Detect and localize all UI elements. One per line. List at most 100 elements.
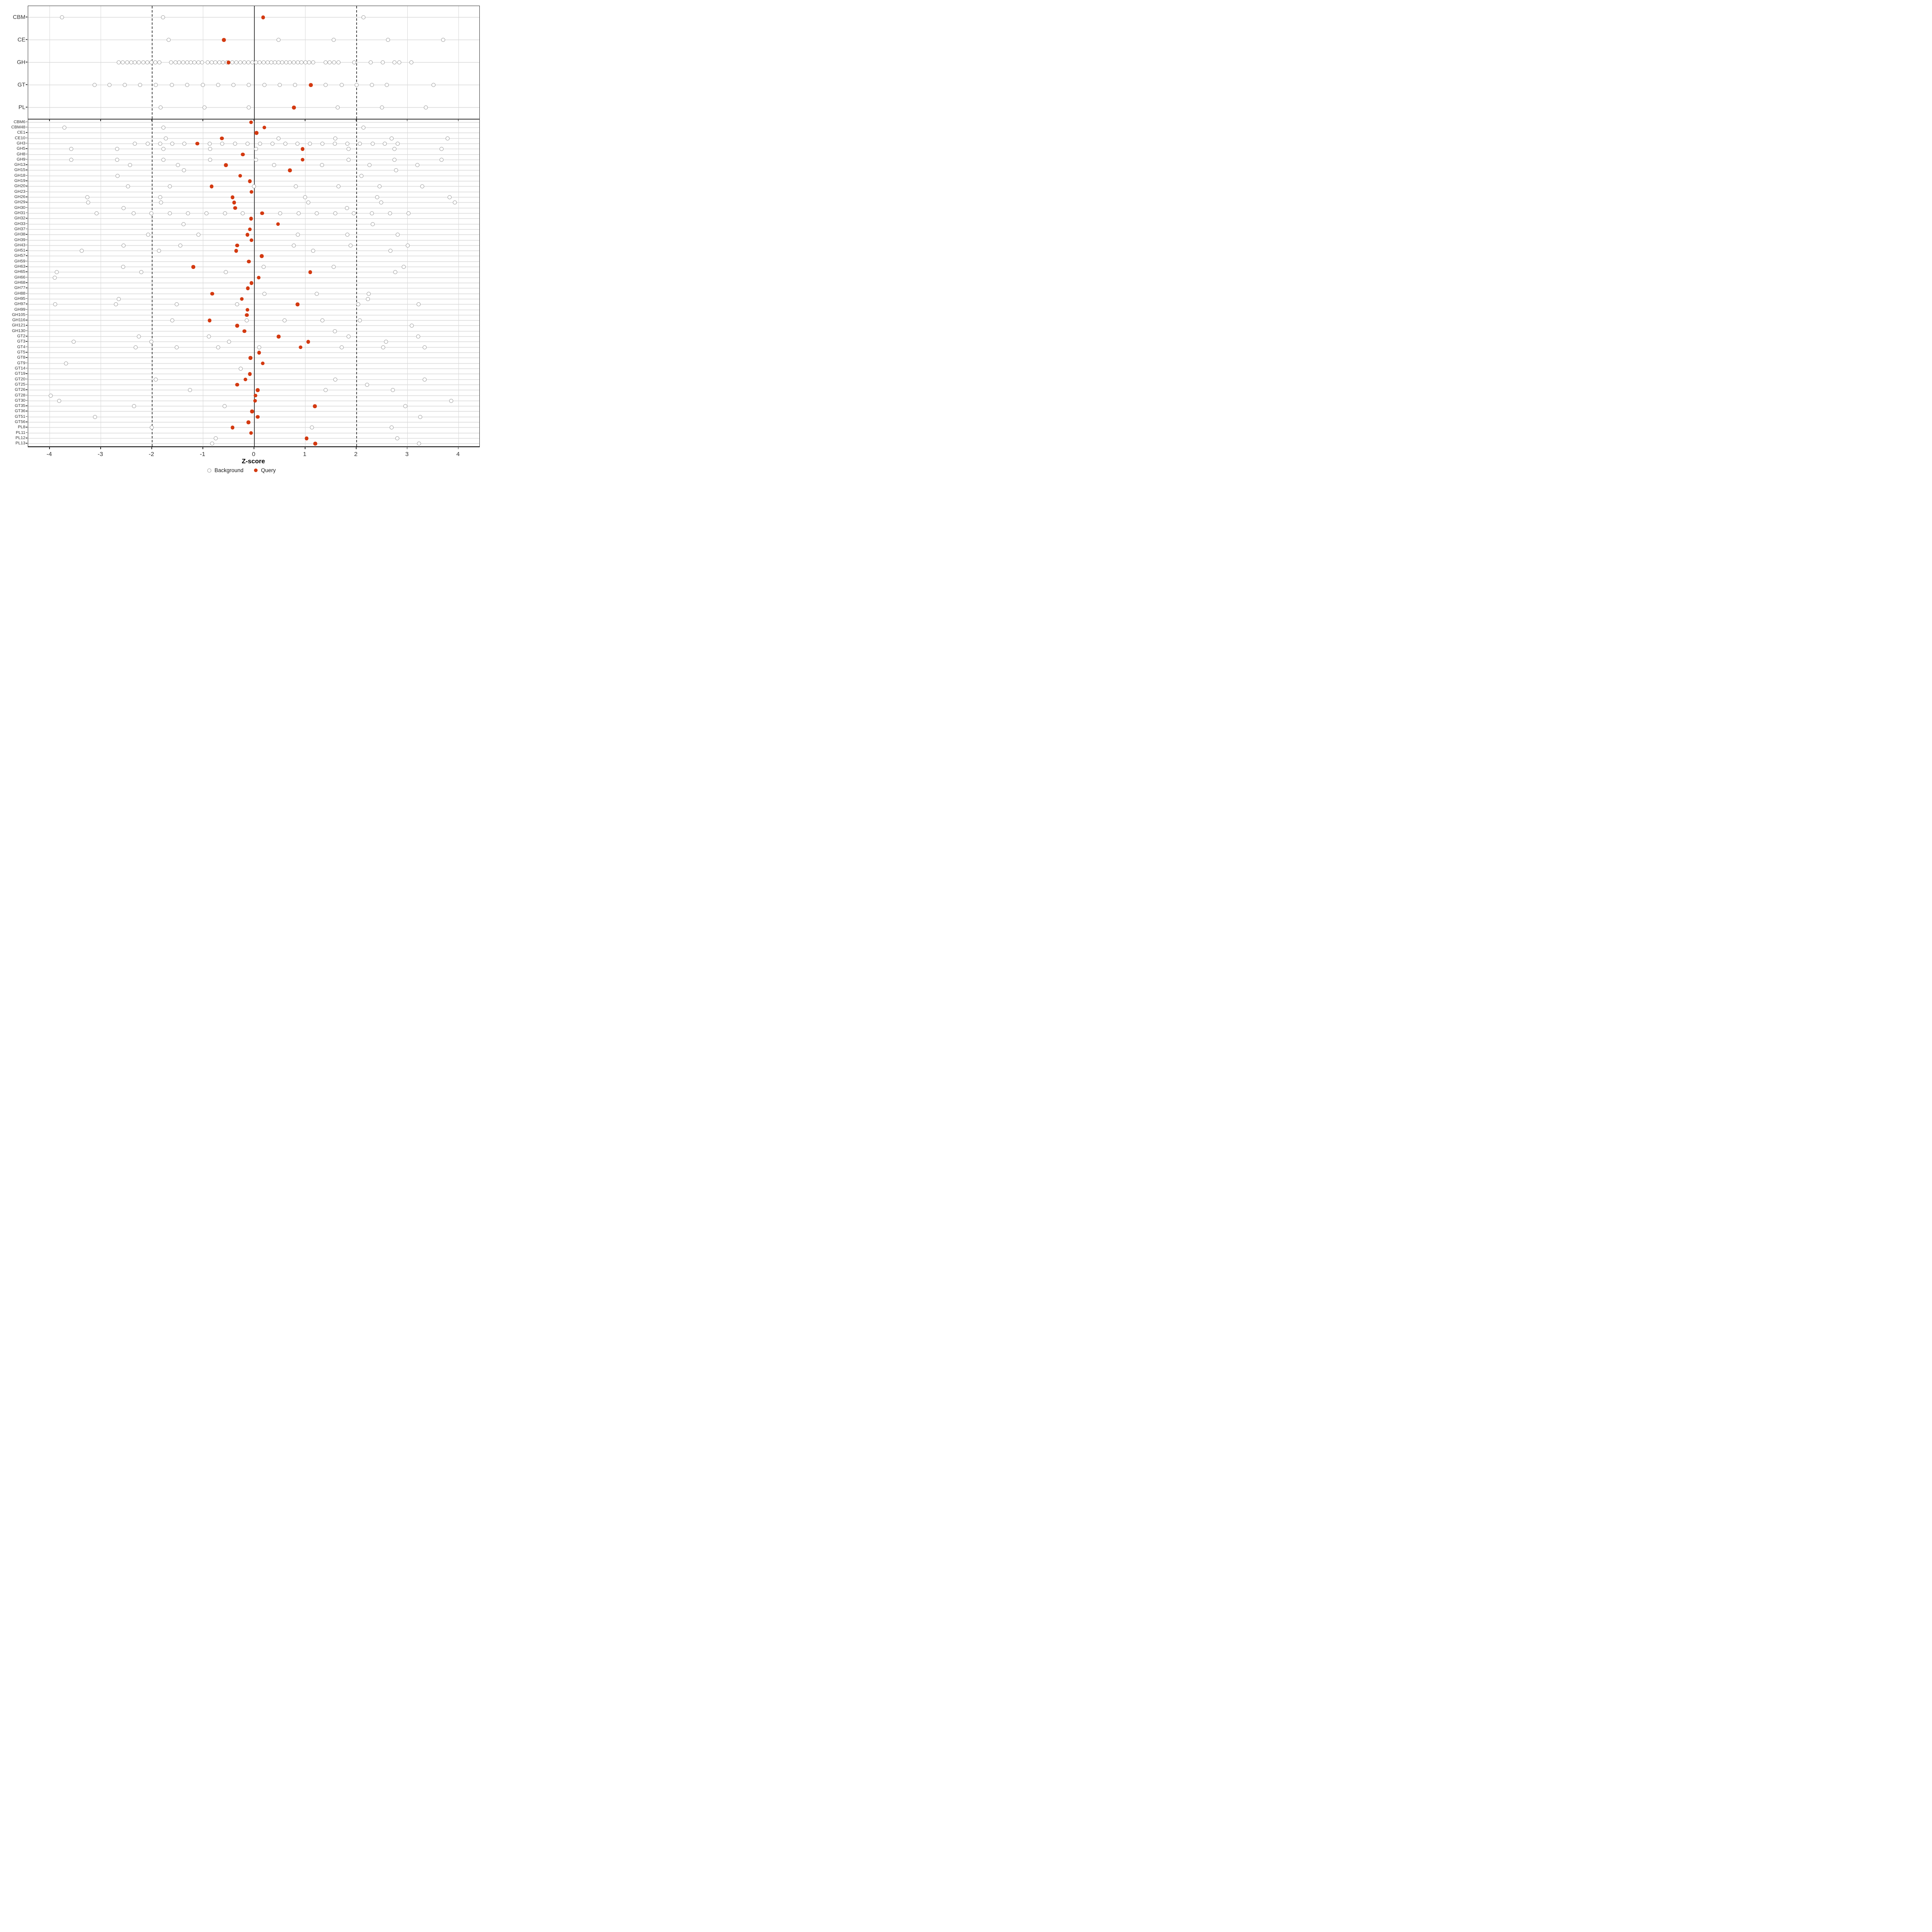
background-dot [388,249,393,253]
query-dot [295,302,299,306]
background-dot [175,163,180,167]
y-tick [26,84,27,85]
background-dot [154,377,158,382]
y-tick [26,39,27,40]
background-dot [245,141,250,146]
background-dot [138,83,142,87]
query-dot [246,286,250,291]
background-dot [288,60,292,64]
row-label: GH31 [14,210,25,215]
background-dot [310,425,314,430]
row-label: GH51 [14,248,25,253]
row-label: GT3 [17,339,25,344]
background-dot [351,211,356,215]
background-dot [346,147,351,151]
row-label: GT51 [14,414,25,419]
background-dot [196,233,200,237]
background-dot [294,184,298,189]
y-tick [26,180,27,181]
query-legend-icon [254,468,258,473]
background-dot [150,425,154,430]
background-dot [227,340,231,344]
query-dot [248,372,252,376]
background-dot [231,83,236,87]
background-dot [116,297,121,301]
background-dot [332,265,336,269]
background-dot [352,60,356,64]
query-dot [306,340,310,344]
row-label: GT26 [14,387,25,392]
background-dot [159,200,163,205]
background-dot [177,60,181,64]
background-dot [55,270,59,275]
background-dot [221,60,225,64]
background-dot [57,398,62,403]
background-dot [449,398,454,403]
background-dot [392,157,397,162]
background-dot [161,15,165,19]
query-dot [313,442,318,446]
query-dot [253,399,257,403]
row-label: PL [18,104,25,110]
background-dot [93,83,97,87]
query-dot [235,324,239,328]
row-gridline [28,218,479,219]
background-dot [295,141,300,146]
row-label: GT19 [14,371,25,376]
query-dot [245,308,250,312]
background-dot [283,141,287,146]
background-dot [392,60,397,64]
background-dot [126,184,130,189]
background-dot [141,60,145,64]
background-dot [80,249,84,253]
row-gridline [28,293,479,294]
y-tick [26,357,27,358]
background-dot [395,436,399,441]
x-tick [202,447,203,449]
row-label: GH5 [17,146,25,151]
y-tick [26,400,27,401]
y-tick [26,202,27,203]
background-dot [323,388,328,392]
x-tick [49,447,50,449]
row-gridline [28,325,479,326]
y-tick [26,330,27,331]
background-dot [277,83,282,87]
y-tick [26,148,27,149]
background-dot [440,147,444,151]
background-dot [389,425,394,430]
background-dot [420,184,424,189]
x-tick-label: -4 [46,451,52,458]
query-dot [309,83,313,87]
background-dot [394,168,398,173]
background-dot [389,136,394,140]
row-gridline [28,132,479,134]
query-dot [250,281,254,285]
y-tick [26,175,27,176]
background-dot [234,60,238,64]
background-dot [386,38,390,42]
background-dot [95,211,99,215]
dashed-reference-line [356,6,357,119]
row-gridline [28,107,479,108]
background-dot [332,60,336,64]
y-tick [26,277,27,278]
row-label: GT28 [14,392,25,398]
background-dot [378,184,382,189]
y-tick [26,394,27,396]
background-dot [213,436,218,441]
background-dot [258,60,262,64]
query-dot [210,184,214,189]
x-tick [100,119,101,121]
row-gridline [28,17,479,18]
background-dot [357,141,362,146]
row-label: CBM48 [11,124,25,130]
background-dot [71,340,76,344]
query-dot [245,313,249,317]
query-dot [248,179,252,183]
background-dot [133,60,137,64]
background-dot [122,243,126,248]
row-gridline [28,122,479,123]
background-dot [311,60,316,64]
row-label: GH8 [17,151,25,157]
